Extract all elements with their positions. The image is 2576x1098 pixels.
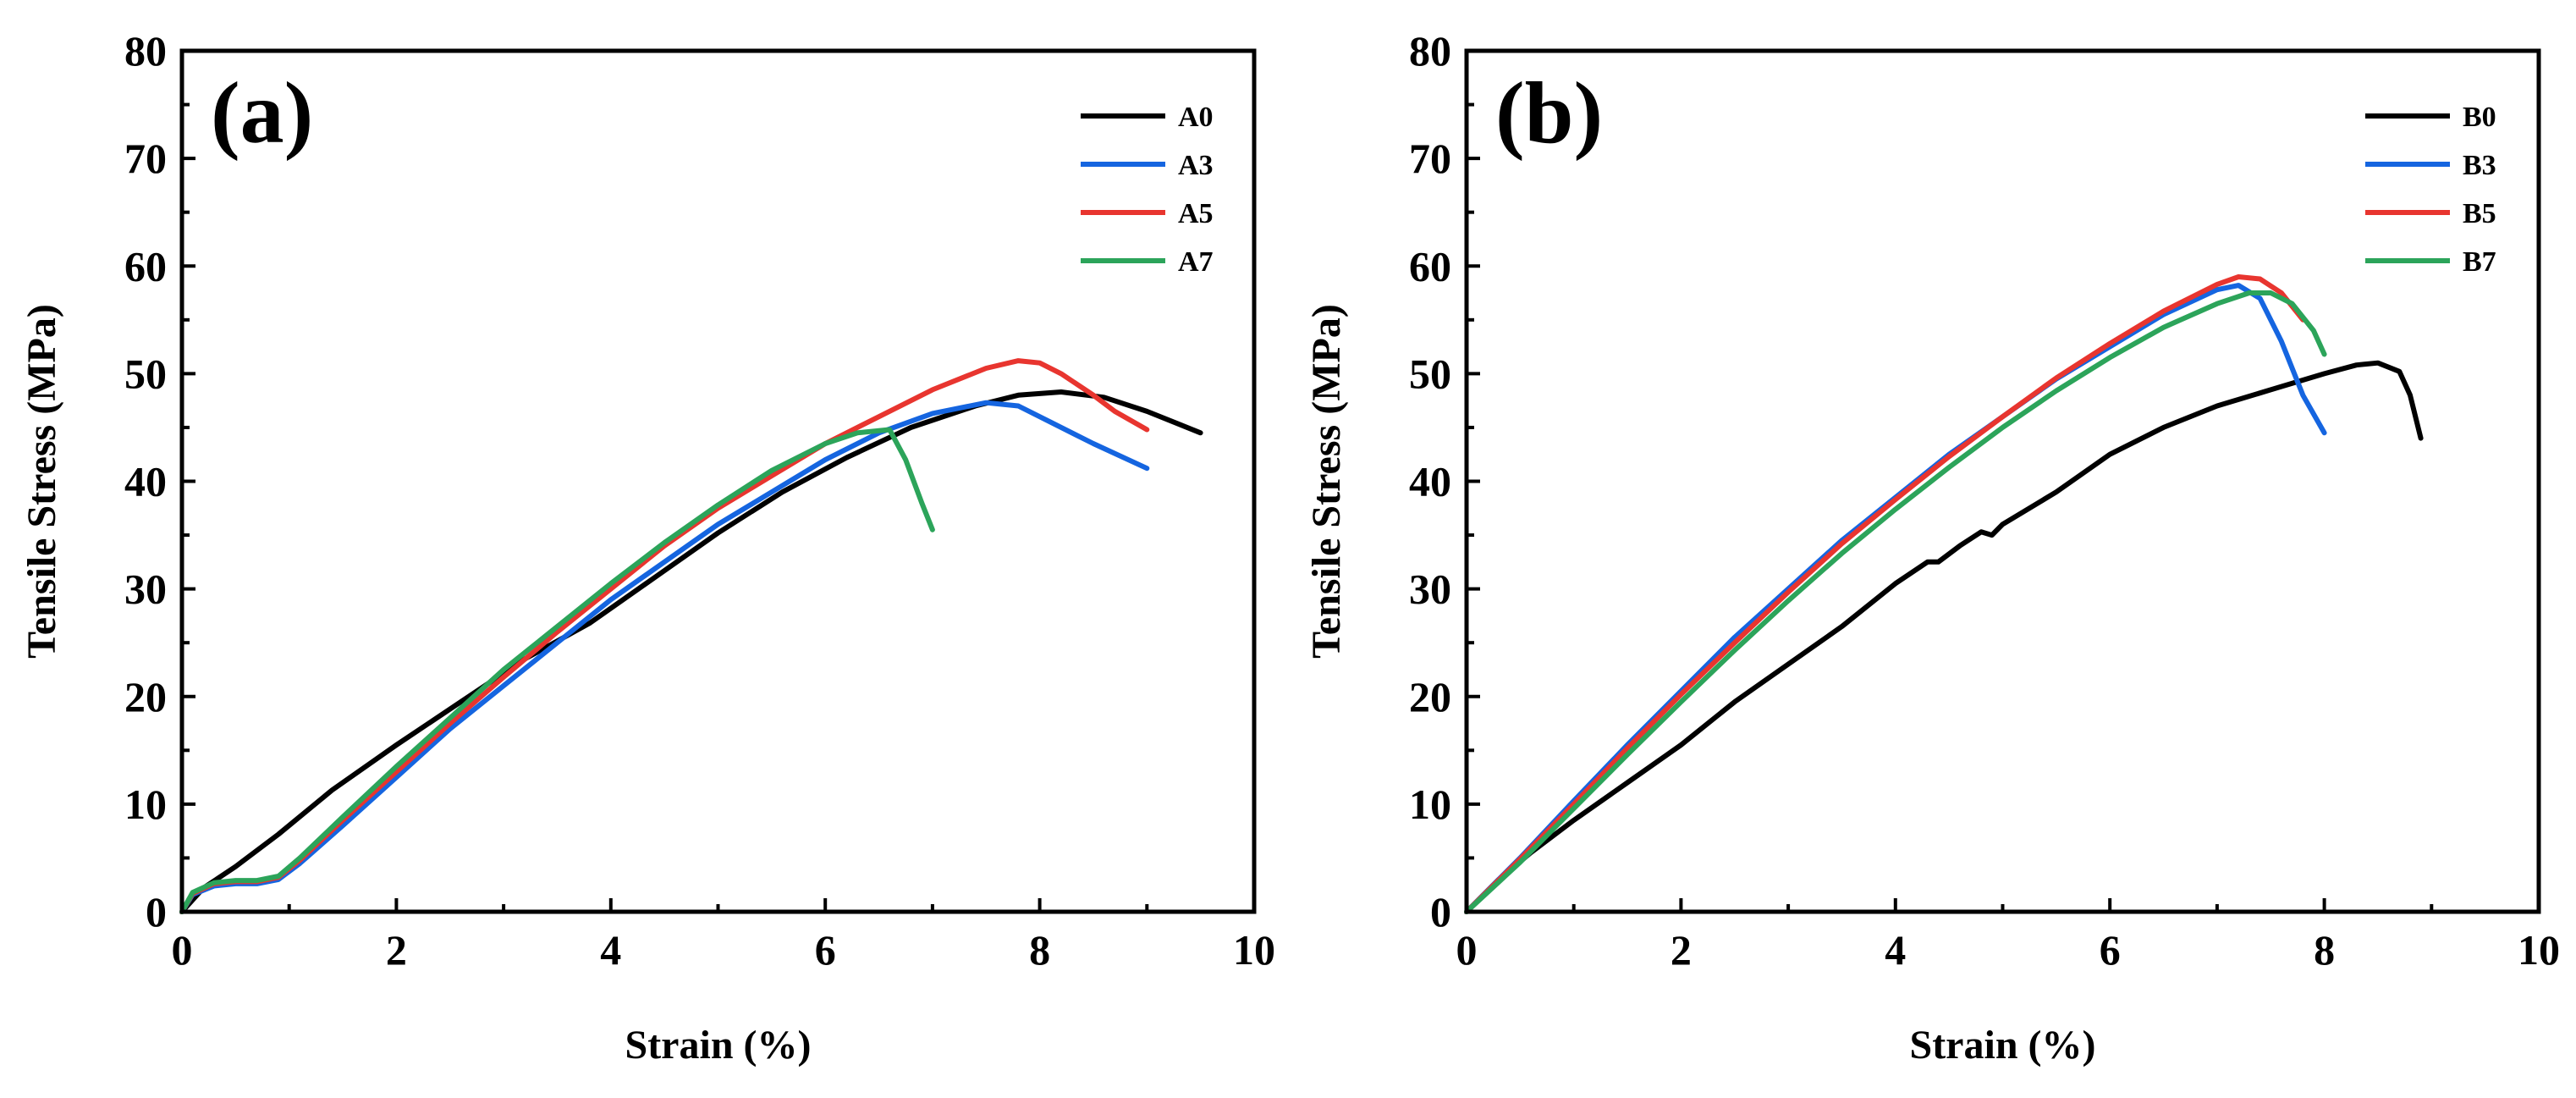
legend-label-A5: A5	[1178, 198, 1214, 229]
panel-label: (a)	[211, 64, 313, 162]
y-tick-label: 60	[124, 242, 167, 290]
x-tick-label: 10	[1233, 926, 1275, 974]
legend-label-A7: A7	[1178, 246, 1214, 278]
legend-label-A0: A0	[1178, 102, 1214, 133]
y-tick-label: 30	[124, 566, 167, 613]
y-tick-label: 50	[124, 350, 167, 397]
y-tick-label: 80	[1409, 27, 1451, 74]
x-axis-title: Strain (%)	[625, 1023, 812, 1068]
panel-label: (b)	[1495, 64, 1603, 162]
y-tick-label: 50	[1409, 350, 1451, 397]
legend-label-B0: B0	[2463, 102, 2496, 133]
legend-label-B5: B5	[2463, 198, 2496, 229]
legend-label-B3: B3	[2463, 150, 2496, 181]
y-tick-label: 30	[1409, 566, 1451, 613]
y-tick-label: 70	[1409, 135, 1451, 182]
x-tick-label: 10	[2518, 926, 2560, 974]
x-tick-label: 0	[1456, 926, 1478, 974]
x-tick-label: 2	[386, 926, 407, 974]
y-tick-label: 20	[124, 673, 167, 720]
x-tick-label: 8	[1029, 926, 1050, 974]
y-tick-label: 60	[1409, 242, 1451, 290]
series-line-B7	[1464, 290, 2327, 914]
series-line-A0	[179, 389, 1203, 914]
x-tick-label: 8	[2314, 926, 2335, 974]
legend-label-A3: A3	[1178, 150, 1214, 181]
y-axis-title: Tensile Stress (MPa)	[1304, 304, 1349, 659]
x-tick-label: 6	[2100, 926, 2121, 974]
y-tick-label: 20	[1409, 673, 1451, 720]
y-tick-label: 10	[124, 781, 167, 828]
x-tick-label: 2	[1671, 926, 1692, 974]
y-tick-label: 0	[1430, 888, 1451, 935]
y-tick-label: 70	[124, 135, 167, 182]
y-tick-label: 0	[146, 888, 167, 935]
series-line-A7	[179, 427, 935, 914]
y-axis-title: Tensile Stress (MPa)	[19, 304, 64, 659]
chart-panel-b: 0 2 4 6 8 10 0 10 20 30 40 50 60 70 80 Strain (%) Tensil…	[1304, 27, 2560, 1068]
y-tick-label: 10	[1409, 781, 1451, 828]
series-line-B0	[1464, 360, 2424, 914]
series-line-B5	[1464, 274, 2306, 914]
x-tick-label: 4	[1885, 926, 1906, 974]
y-tick-label: 40	[1409, 458, 1451, 505]
y-tick-label: 80	[124, 27, 167, 74]
x-tick-label: 4	[600, 926, 621, 974]
x-axis-title: Strain (%)	[1910, 1023, 2096, 1068]
y-tick-label: 40	[124, 458, 167, 505]
chart-panel-a: 0 2 4 6 8 10 0 10 20 30 40 50 60 70 80 Strain (%) Tensil…	[19, 27, 1275, 1068]
x-tick-label: 6	[815, 926, 836, 974]
x-tick-label: 0	[172, 926, 193, 974]
legend-label-B7: B7	[2463, 246, 2496, 278]
